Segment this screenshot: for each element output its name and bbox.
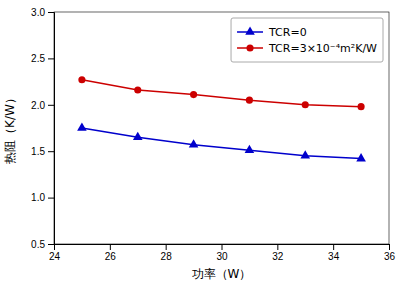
point bbox=[302, 101, 309, 108]
x-axis-tick-label: 36 bbox=[384, 251, 396, 262]
legend-items: TCR=0 TCR=3×10⁻⁴m²K/W bbox=[237, 26, 377, 55]
y-axis-tick-label: 1.5 bbox=[31, 146, 45, 157]
point bbox=[358, 103, 365, 110]
legend-marker bbox=[246, 44, 253, 51]
x-axis-tick-label: 32 bbox=[272, 251, 284, 262]
y-axis-tick-label: 1.0 bbox=[31, 192, 45, 203]
y-axis-tick: 3.0 bbox=[31, 7, 54, 18]
point bbox=[78, 76, 85, 83]
x-axis-tick-mark bbox=[333, 244, 334, 250]
x-axis-line bbox=[55, 245, 390, 251]
point bbox=[300, 150, 310, 158]
y-axis-tick-mark bbox=[48, 105, 54, 106]
plot-frame bbox=[54, 12, 389, 244]
series-line bbox=[82, 80, 361, 107]
y-axis-line bbox=[48, 13, 55, 245]
y-axis-title: 热阻（K/W） bbox=[3, 92, 17, 164]
y-axis-tick: 0.5 bbox=[31, 239, 54, 250]
y-axis-tick-label: 3.0 bbox=[31, 7, 45, 18]
x-axis-tick-label: 26 bbox=[105, 251, 117, 262]
y-axis-tick-mark bbox=[48, 58, 54, 59]
x-axis-tick-mark bbox=[277, 244, 278, 250]
x-axis-title: 功率（W） bbox=[192, 267, 252, 281]
series-line bbox=[82, 128, 361, 159]
point bbox=[134, 86, 141, 93]
point bbox=[356, 153, 366, 161]
y-axis-tick: 1.5 bbox=[31, 146, 54, 157]
y-axis-tick-label: 2.5 bbox=[31, 53, 45, 64]
y-axis-tick-label: 2.0 bbox=[31, 100, 45, 111]
point bbox=[245, 145, 255, 153]
y-axis: 0.5 1.0 1.5 2.0 2.5 3.0 bbox=[31, 7, 54, 250]
y-axis-tick-mark bbox=[48, 244, 54, 245]
y-axis-tick: 2.0 bbox=[31, 100, 54, 111]
series bbox=[77, 122, 366, 161]
x-axis-tick-label: 28 bbox=[161, 251, 173, 262]
y-axis-tick-mark bbox=[48, 151, 54, 152]
plot-area: 242628303234360.51.01.52.02.53.0TCR=0TCR… bbox=[31, 7, 395, 262]
x-axis-tick: 34 bbox=[328, 244, 340, 262]
x-axis-tick-mark bbox=[110, 244, 111, 250]
x-axis-tick-mark bbox=[166, 244, 167, 250]
x-axis-tick-label: 30 bbox=[216, 251, 228, 262]
chart: 242628303234360.51.01.52.02.53.0TCR=0TCR… bbox=[0, 0, 405, 284]
x-axis-tick-label: 34 bbox=[328, 251, 340, 262]
x-axis-tick-label: 24 bbox=[49, 251, 61, 262]
x-axis-tick-mark bbox=[222, 244, 223, 250]
legend-label: TCR=3×10⁻⁴m²K/W bbox=[268, 42, 377, 55]
y-axis-tick-mark bbox=[48, 12, 54, 13]
x-axis-tick: 32 bbox=[272, 244, 284, 262]
x-axis-tick: 28 bbox=[161, 244, 173, 262]
point bbox=[77, 122, 87, 130]
legend-box bbox=[231, 18, 383, 62]
y-axis-tick-mark bbox=[48, 198, 54, 199]
x-axis-tick-mark bbox=[389, 244, 390, 250]
x-axis-tick: 36 bbox=[384, 244, 396, 262]
legend-item: TCR=3×10⁻⁴m²K/W bbox=[237, 42, 377, 55]
point bbox=[133, 132, 143, 140]
legend-marker bbox=[245, 26, 255, 34]
x-axis-tick: 24 bbox=[49, 244, 61, 262]
point bbox=[190, 91, 197, 98]
marks bbox=[77, 76, 366, 161]
y-axis-tick: 1.0 bbox=[31, 192, 54, 203]
point bbox=[246, 97, 253, 104]
x-axis-tick: 26 bbox=[105, 244, 117, 262]
y-axis-tick-label: 0.5 bbox=[31, 239, 45, 250]
x-axis-tick: 30 bbox=[216, 244, 228, 262]
x-axis: 24 26 28 30 32 34 36 bbox=[49, 244, 396, 262]
series bbox=[78, 76, 364, 110]
point bbox=[189, 139, 199, 147]
legend-label: TCR=0 bbox=[268, 26, 307, 39]
y-axis-tick: 2.5 bbox=[31, 53, 54, 64]
legend-item: TCR=0 bbox=[237, 26, 307, 39]
legend: TCR=0 TCR=3×10⁻⁴m²K/W bbox=[231, 18, 383, 62]
